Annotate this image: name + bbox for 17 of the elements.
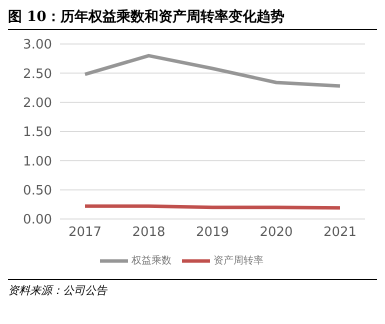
y-tick-label: 2.00 [23, 96, 52, 111]
y-tick-label: 0.50 [23, 183, 52, 198]
legend-label: 权益乘数 [132, 256, 172, 267]
x-tick-label: 2021 [323, 225, 357, 240]
line-series [83, 54, 342, 88]
chart-title: 图 10：历年权益乘数和资产周转率变化趋势 [8, 8, 377, 30]
x-tick-label: 2020 [260, 225, 293, 240]
x-tick-label: 2019 [196, 225, 230, 240]
legend-label: 资产周转率 [214, 256, 264, 267]
y-tick-label: 3.00 [23, 38, 52, 53]
y-tick-label: 1.50 [23, 125, 52, 140]
x-tick-label: 2017 [68, 225, 102, 240]
y-tick-label: 1.00 [23, 154, 52, 170]
text: 资料来源：公司公告 [8, 283, 108, 298]
y-tick-label: 2.50 [23, 66, 52, 82]
y-tick-label: 0.00 [23, 212, 52, 228]
x-tick-label: 2018 [132, 225, 166, 240]
